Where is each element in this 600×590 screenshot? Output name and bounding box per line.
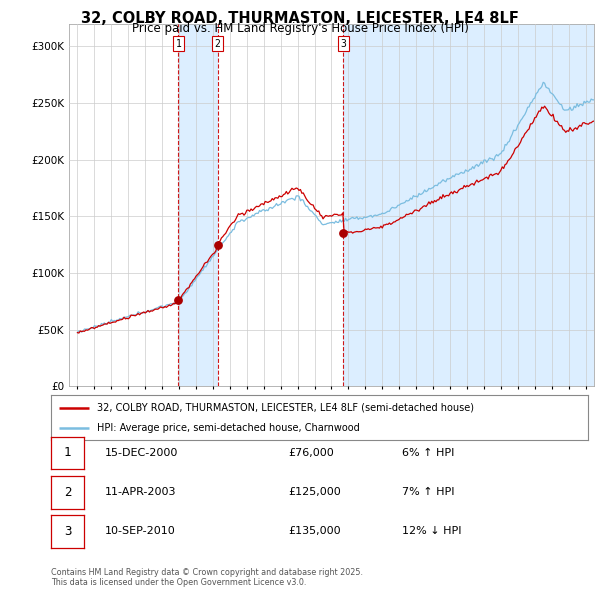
Text: 11-APR-2003: 11-APR-2003 <box>105 487 176 497</box>
Text: HPI: Average price, semi-detached house, Charnwood: HPI: Average price, semi-detached house,… <box>97 424 359 434</box>
Text: Contains HM Land Registry data © Crown copyright and database right 2025.
This d: Contains HM Land Registry data © Crown c… <box>51 568 363 587</box>
Text: 1: 1 <box>175 38 181 48</box>
Bar <box>343 24 594 386</box>
Text: Price paid vs. HM Land Registry's House Price Index (HPI): Price paid vs. HM Land Registry's House … <box>131 22 469 35</box>
Text: 2: 2 <box>64 486 71 499</box>
Text: 3: 3 <box>64 525 71 538</box>
Text: 15-DEC-2000: 15-DEC-2000 <box>105 448 178 458</box>
Point <box>173 296 183 305</box>
Text: £125,000: £125,000 <box>288 487 341 497</box>
Text: £135,000: £135,000 <box>288 526 341 536</box>
Bar <box>178 24 218 386</box>
Text: 3: 3 <box>340 38 346 48</box>
Point <box>213 240 223 250</box>
Text: 2: 2 <box>215 38 221 48</box>
Text: 7% ↑ HPI: 7% ↑ HPI <box>402 487 455 497</box>
Text: 32, COLBY ROAD, THURMASTON, LEICESTER, LE4 8LF (semi-detached house): 32, COLBY ROAD, THURMASTON, LEICESTER, L… <box>97 403 473 412</box>
Text: 6% ↑ HPI: 6% ↑ HPI <box>402 448 454 458</box>
Text: 12% ↓ HPI: 12% ↓ HPI <box>402 526 461 536</box>
Text: £76,000: £76,000 <box>288 448 334 458</box>
Text: 1: 1 <box>64 446 71 460</box>
Text: 32, COLBY ROAD, THURMASTON, LEICESTER, LE4 8LF: 32, COLBY ROAD, THURMASTON, LEICESTER, L… <box>81 11 519 25</box>
Point <box>338 229 348 238</box>
Text: 10-SEP-2010: 10-SEP-2010 <box>105 526 176 536</box>
